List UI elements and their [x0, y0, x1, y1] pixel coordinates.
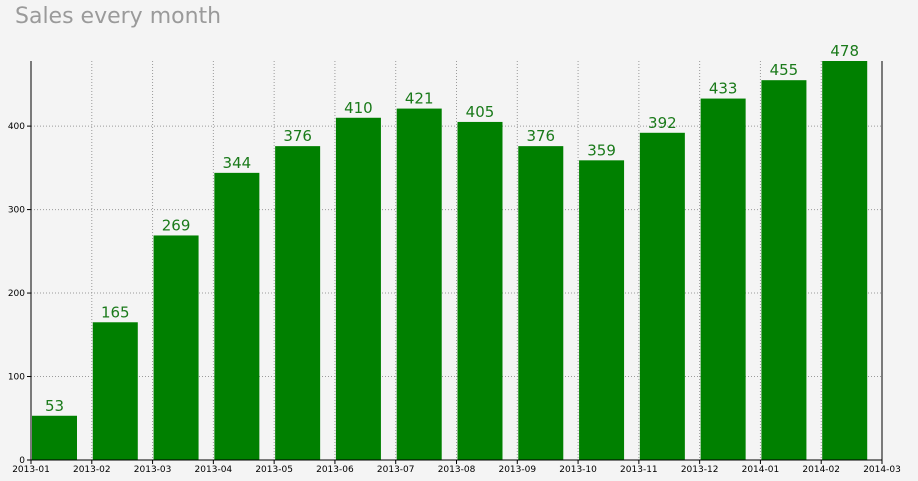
x-tick-label: 2013-05: [255, 465, 293, 475]
bar: [275, 146, 321, 460]
y-tick-label: 400: [8, 122, 25, 132]
x-tick-label: 2014-02: [802, 465, 840, 475]
bar: [214, 172, 260, 460]
bar: [761, 80, 807, 461]
bar: [32, 415, 77, 460]
labels-layer: 53 165 269 344 376 410 421 405 376 359 392 433 455 47…: [45, 42, 859, 415]
bar-value-label: 455: [770, 61, 799, 79]
y-tick-label: 100: [8, 373, 25, 383]
bar: [822, 61, 868, 460]
bar-value-label: 165: [101, 303, 130, 321]
bar: [700, 98, 746, 461]
x-tick-label: 2013-04: [195, 465, 233, 475]
bar-value-label: 269: [162, 216, 191, 234]
chart-title: Sales every month: [15, 4, 222, 29]
bar-value-label: 478: [830, 42, 859, 60]
x-tick-label: 2013-08: [438, 465, 476, 475]
x-tick-label: 2013-03: [134, 465, 172, 475]
axes-layer: 0 100 200 300 400 2013-01 2013-02 2013-03 2013-0…: [8, 61, 901, 475]
y-tick-label: 0: [19, 456, 25, 466]
bar: [396, 108, 442, 460]
bars-layer: [32, 61, 868, 461]
x-tick-label: 2013-12: [681, 465, 719, 475]
bar-value-label: 405: [466, 103, 495, 121]
bar: [92, 322, 138, 460]
y-tick-label: 200: [8, 289, 25, 299]
x-tick-label: 2013-01: [12, 465, 50, 475]
x-tick-label: 2013-02: [73, 465, 111, 475]
x-tick-label: 2013-06: [316, 465, 354, 475]
bar-value-label: 433: [709, 80, 738, 98]
x-tick-label: 2013-07: [377, 465, 415, 475]
bar-value-label: 53: [45, 397, 64, 415]
x-tick-label: 2014-03: [863, 465, 901, 475]
bar-value-label: 376: [283, 127, 312, 145]
x-tick-label: 2013-09: [498, 465, 536, 475]
bar: [639, 132, 685, 460]
bar-value-label: 410: [344, 99, 373, 117]
x-tick-label: 2013-10: [559, 465, 597, 475]
bar-value-label: 421: [405, 90, 434, 108]
y-tick-label: 300: [8, 206, 25, 216]
bar: [335, 117, 381, 460]
x-tick-label: 2013-11: [620, 465, 658, 475]
bar: [457, 121, 503, 460]
x-tick-label: 2014-01: [742, 465, 780, 475]
bar-value-label: 392: [648, 114, 677, 132]
bar-value-label: 376: [526, 127, 555, 145]
bar-value-label: 344: [223, 154, 252, 172]
bar: [518, 146, 564, 460]
bar-value-label: 359: [587, 141, 616, 159]
bar: [153, 235, 199, 460]
bar: [579, 160, 625, 460]
